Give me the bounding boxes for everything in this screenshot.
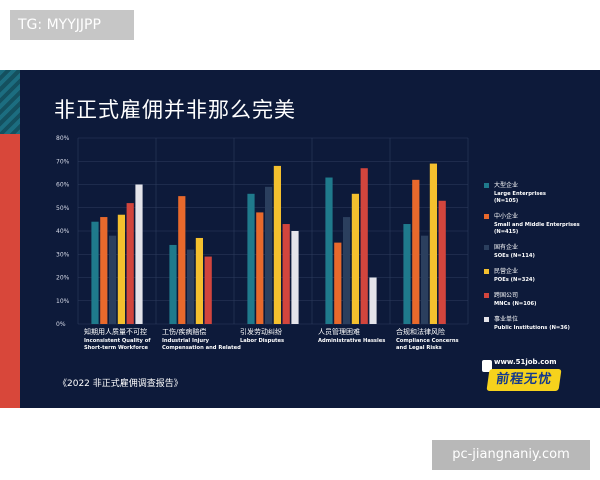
legend-swatch [484,245,489,250]
category-label-cn: 知期用人质量不可控 [84,327,147,336]
watermark-bottom-tag: pc-jiangnaniy.com [432,440,590,470]
bar [343,217,351,324]
y-tick-label: 0% [56,321,66,328]
bar [100,217,108,324]
slide-accent-pattern [0,70,20,134]
hand-icon [482,360,492,372]
brand-logo: www.51job.com 前程无忧 [482,358,562,394]
category-label-en: Compliance Concerns [396,338,459,344]
bar [282,224,290,324]
legend-label-n: (N=415) [494,229,518,235]
bar [360,168,368,324]
bar [403,224,411,324]
category-label-en-2: Short-term Workforce [84,345,149,351]
legend-swatch [484,214,489,219]
bar [325,177,333,324]
category-label-en-2: Compensation and Related [162,345,241,351]
bar [273,165,281,324]
legend-label-cn: 跨国公司 [494,291,518,299]
legend-swatch [484,317,489,322]
legend-label-en: MNCs (N=106) [494,301,536,307]
bar [91,221,99,324]
bar [334,242,342,324]
bar [109,235,117,324]
legend-label-en: SOEs (N=114) [494,253,535,259]
watermark-top-tag: TG: MYYJJPP [10,10,134,40]
y-tick-label: 80% [56,135,70,142]
bar [351,193,359,324]
legend-label-cn: 事业单位 [494,315,518,323]
legend-label-cn: 国有企业 [494,243,518,251]
y-tick-label: 10% [56,298,70,305]
slide-title: 非正式雇佣并非那么完美 [54,98,296,122]
category-label-en-2: and Legal Risks [396,345,442,351]
category-label-cn: 人员管理困难 [318,327,360,336]
y-tick-label: 20% [56,275,70,282]
bar [412,179,420,324]
category-label-en: Inconsistent Quality of [84,338,151,344]
bar [135,184,143,324]
bar [369,277,377,324]
slide: 非正式雇佣并非那么完美 0% 10% 20% 30% 40% 50% 60% 70% 80% 知期… [0,70,600,408]
logo-url: www.51job.com [494,358,557,366]
category-label-en: Industrial Injury [162,338,210,344]
y-tick-label: 60% [56,182,70,189]
bar [178,196,186,324]
legend-label-en: Small and Middle Enterprises [494,222,580,228]
bar [169,244,177,324]
legend-label-cn: 中小企业 [494,212,518,220]
category-label-en: Administrative Hassles [318,338,385,344]
category-label-en: Labor Disputes [240,338,284,344]
legend-label-en: Public Institutions (N=36) [494,325,570,331]
bar [117,214,125,324]
bar [195,237,203,324]
y-tick-label: 50% [56,205,70,212]
legend-swatch [484,183,489,188]
bar [265,186,273,324]
y-tick-label: 70% [56,158,70,165]
legend-label-cn: 大型企业 [494,181,518,189]
legend-swatch [484,293,489,298]
logo-text: 前程无忧 [486,369,562,391]
bar [247,193,255,324]
bar-chart: 0% 10% 20% 30% 40% 50% 60% 70% 80% 知期用人质量不可控 Incon… [56,135,580,351]
y-tick-label: 30% [56,251,70,258]
legend-label-n: (N=105) [494,198,518,204]
bar [421,235,429,324]
legend-label-en: POEs (N=324) [494,277,535,283]
legend-label-en: Large Enterprises [494,191,546,197]
bar [187,249,195,324]
bar [429,163,437,324]
source-note: 《2022 非正式雇佣调查报告》 [58,379,183,389]
bar [438,200,446,324]
category-label-cn: 工伤/疾病赔偿 [162,327,206,336]
bar [256,212,264,324]
bar [291,231,299,324]
legend-label-cn: 民营企业 [494,267,518,275]
category-label-cn: 合规和法律风险 [396,327,445,336]
bar [126,203,134,324]
slide-accent-stripe [0,70,20,408]
category-label-cn: 引发劳动纠纷 [240,327,282,336]
bar [204,256,212,324]
legend-swatch [484,269,489,274]
y-tick-label: 40% [56,228,70,235]
